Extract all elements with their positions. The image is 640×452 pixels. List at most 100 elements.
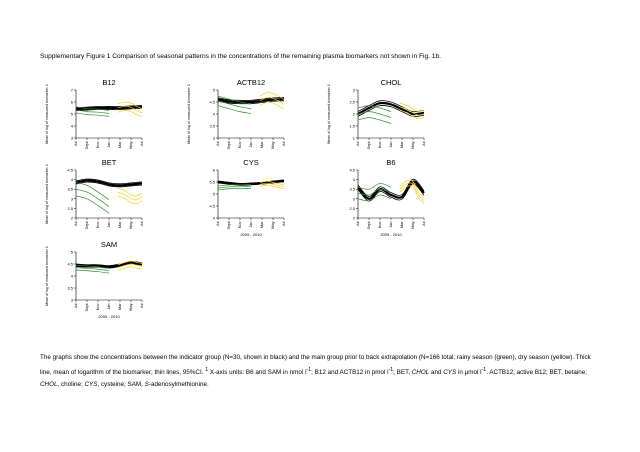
- caption-text: -adenosylmethionine.: [148, 381, 209, 389]
- chart-title: CHOL: [381, 78, 402, 87]
- figure-title: Supplementary Figure 1 Comparison of sea…: [40, 53, 441, 60]
- rainy-ci-lower: [357, 194, 392, 202]
- x-tick-label: Jan: [389, 222, 393, 228]
- y-tick-label: 4: [71, 177, 74, 182]
- indicator-ci-upper: [75, 178, 143, 185]
- caption-abbrev: CYS: [84, 381, 98, 389]
- x-tick-label: Mar: [118, 141, 122, 148]
- y-tick-label: 4.5: [209, 204, 215, 209]
- y-axis-label: Mean of log of measured biomarker 1: [45, 246, 49, 306]
- y-tick-label: 4.5: [209, 100, 215, 105]
- dry-ci-lower: [259, 101, 285, 110]
- y-tick-label: 1: [353, 136, 356, 141]
- y-axis-label: Mean of log of measured biomarker 1: [327, 84, 331, 144]
- dry-ci-upper: [399, 102, 425, 112]
- dry-ci-lower: [399, 185, 425, 204]
- x-tick-label: Jul: [216, 141, 220, 146]
- caption-text: . ACTB12, active B12; BET, betaine;: [486, 369, 587, 377]
- chart-sam: SAM Mean of log of measured biomarker 1 3 3…: [45, 240, 144, 319]
- caption-sup: -1: [306, 367, 312, 373]
- rainy-ci-lower: [75, 112, 110, 117]
- y-tick-label: 5: [213, 192, 216, 197]
- indicator-mean-line: [75, 261, 143, 268]
- x-tick-label: May: [129, 303, 133, 310]
- x-tick-label: Sept: [367, 141, 371, 150]
- y-tick-label: 4: [213, 216, 216, 221]
- indicator-mean-line: [217, 179, 285, 186]
- y-tick-label: 3: [71, 298, 74, 303]
- x-tick-label: May: [411, 141, 415, 148]
- dry-ci-upper: [259, 91, 285, 100]
- caption-sup: -1: [388, 367, 394, 373]
- dry-mean-line: [259, 96, 285, 105]
- x-tick-label: Jul: [282, 141, 286, 146]
- x-tick-label: Sept: [85, 141, 89, 150]
- chart-cys: CYS 4 4.5 5 5.5 6 Jul Sept Nov Jan Mar May Jul 2009 -…: [209, 158, 286, 237]
- dry-ci-lower: [117, 195, 143, 205]
- y-tick-label: 4: [71, 124, 74, 129]
- y-tick-label: 3.5: [67, 187, 73, 192]
- x-tick-label: Jul: [74, 221, 78, 226]
- caption-text: in μmol l: [456, 369, 482, 377]
- chart-bet: BET Mean of log of measured biomarker 1 2 2…: [45, 158, 144, 230]
- x-tick-label: Jul: [140, 141, 144, 146]
- rainy-ci-lower: [75, 195, 110, 214]
- x-tick-label: Nov: [96, 141, 100, 148]
- rainy-mean-line: [357, 111, 392, 118]
- x-tick-label: Sept: [85, 221, 89, 230]
- indicator-ci-lower: [75, 181, 143, 188]
- x-tick-label: Mar: [118, 221, 122, 228]
- x-axis-label: 2009 - 2010: [98, 314, 120, 319]
- x-tick-label: Jul: [140, 303, 144, 308]
- chart-b6: B6 2 2.5 3 3.5 4 4.5 Jul Sept Nov Jan Mar May Jul 2009…: [349, 158, 426, 237]
- x-tick-label: Jul: [74, 303, 78, 308]
- indicator-ci-upper: [217, 97, 285, 101]
- y-tick-label: 3: [353, 88, 356, 93]
- y-tick-label: 1.5: [349, 124, 355, 129]
- x-tick-label: Nov: [378, 141, 382, 148]
- indicator-mean-line: [75, 179, 143, 187]
- rainy-ci-upper: [357, 105, 392, 112]
- indicator-ci-lower: [357, 183, 425, 202]
- y-axis-label: Mean of log of measured biomarker 1: [187, 84, 191, 144]
- x-tick-label: Nov: [238, 221, 242, 228]
- y-tick-label: 2: [71, 216, 74, 221]
- y-tick-label: 4.5: [67, 262, 73, 267]
- x-tick-label: Jul: [140, 221, 144, 226]
- y-tick-label: 5: [213, 88, 216, 93]
- y-tick-label: 3: [213, 136, 216, 141]
- x-tick-label: Sept: [227, 221, 231, 230]
- y-tick-label: 4.5: [349, 168, 355, 173]
- caption-text: X-axis units: B6 and SAM in nmol l: [208, 369, 307, 377]
- caption-text: , cysteine; SAM,: [97, 381, 145, 389]
- y-tick-label: 7: [71, 88, 74, 93]
- caption-text: The graphs show the concentrations betwe…: [40, 354, 591, 377]
- x-tick-label: Mar: [260, 141, 264, 148]
- dry-ci-upper: [117, 260, 143, 266]
- indicator-mean-line: [217, 98, 285, 104]
- y-tick-label: 5.5: [209, 180, 215, 185]
- chart-title: SAM: [101, 240, 117, 249]
- x-tick-label: Mar: [260, 221, 264, 228]
- x-axis-label: 2009 - 2010: [380, 232, 402, 237]
- y-axis-label: Mean of log of measured biomarker 1: [45, 84, 49, 144]
- y-tick-label: 4: [71, 274, 74, 279]
- x-tick-label: Jul: [422, 221, 426, 226]
- rainy-ci-lower: [75, 269, 110, 274]
- y-tick-label: 3.5: [349, 187, 355, 192]
- axis-lines: [217, 90, 284, 139]
- x-tick-label: Jul: [282, 221, 286, 226]
- chart-actb12: ACTB12 Mean of log of measured biomarker …: [187, 78, 286, 149]
- y-axis-label: Mean of log of measured biomarker 1: [45, 164, 49, 224]
- y-tick-label: 2.5: [67, 206, 73, 211]
- figure-caption: The graphs show the concentrations betwe…: [40, 352, 600, 391]
- y-tick-label: 4.5: [67, 168, 73, 173]
- x-tick-label: Jan: [107, 304, 111, 310]
- indicator-ci-upper: [75, 104, 143, 109]
- chart-title: B12: [102, 78, 115, 87]
- x-tick-label: Mar: [400, 221, 404, 228]
- x-tick-label: Nov: [96, 303, 100, 310]
- x-tick-label: Jul: [356, 221, 360, 226]
- caption-text: ; BET,: [393, 369, 412, 377]
- caption-abbrev: CHOL: [411, 369, 430, 377]
